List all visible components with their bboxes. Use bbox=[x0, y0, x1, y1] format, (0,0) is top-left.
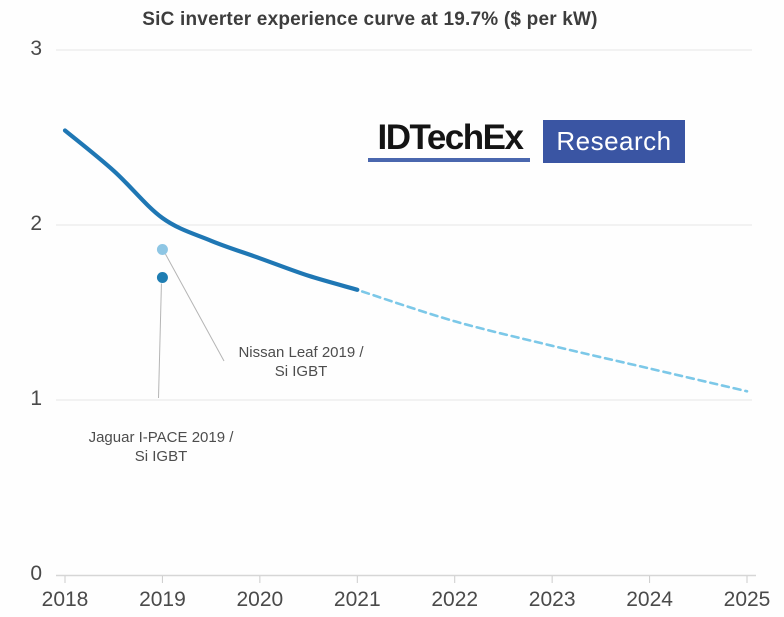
research-logo-label: Research bbox=[556, 126, 672, 156]
annotation-jaguar-ipace-line2: Si IGBT bbox=[134, 448, 188, 465]
x-tick-label-2018: 2018 bbox=[41, 588, 89, 611]
data-point-jaguar-ipace bbox=[156, 272, 168, 283]
x-tick-label-2023: 2023 bbox=[528, 588, 576, 611]
x-tick-label-2021: 2021 bbox=[333, 588, 381, 611]
annotation-nissan-leaf: Nissan Leaf 2019 / Si IGBT bbox=[226, 343, 376, 381]
x-tick-label-2020: 2020 bbox=[236, 588, 284, 611]
annotation-jaguar-ipace-line1: Jaguar I-PACE 2019 / bbox=[88, 429, 234, 446]
y-tick-label-1: 1 bbox=[30, 387, 42, 410]
annotation-nissan-leaf-line1: Nissan Leaf 2019 / bbox=[238, 344, 364, 361]
annotation-nissan-leaf-line2: Si IGBT bbox=[274, 363, 328, 380]
x-tick-label-2022: 2022 bbox=[431, 588, 479, 611]
historic-curve bbox=[62, 128, 360, 292]
leader-line-jaguar-ipace bbox=[158, 283, 162, 399]
chart-title: SiC inverter experience curve at 19.7% (… bbox=[142, 9, 598, 30]
x-tick-label-2025: 2025 bbox=[723, 588, 771, 611]
y-tick-label-3: 3 bbox=[30, 37, 42, 60]
y-tick-label-0: 0 bbox=[30, 562, 42, 585]
research-logo-badge: Research bbox=[543, 120, 685, 163]
idtechex-logo-underline bbox=[368, 158, 530, 162]
x-tick-label-2019: 2019 bbox=[139, 588, 186, 611]
leader-line-nissan-leaf bbox=[164, 253, 225, 362]
annotation-jaguar-ipace: Jaguar I-PACE 2019 / Si IGBT bbox=[84, 428, 238, 466]
idtechex-logo-text: IDTechEx bbox=[377, 118, 524, 157]
x-tick-label-2024: 2024 bbox=[626, 588, 673, 611]
forecast-curve bbox=[360, 290, 749, 393]
y-tick-label-2: 2 bbox=[30, 212, 42, 235]
data-point-nissan-leaf bbox=[156, 244, 168, 255]
